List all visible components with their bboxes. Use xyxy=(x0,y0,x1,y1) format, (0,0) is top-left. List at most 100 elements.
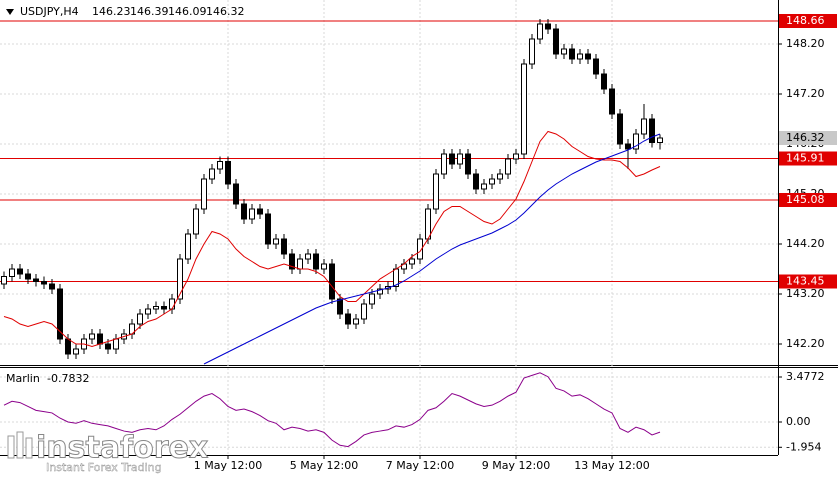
candle-body xyxy=(361,303,367,320)
candle-body xyxy=(225,161,231,185)
header-open: 146.23 xyxy=(92,5,131,18)
candle-body xyxy=(273,238,279,245)
candle-body xyxy=(593,58,599,75)
candle-body xyxy=(25,273,31,280)
watermark-name: instaforex xyxy=(36,431,208,466)
candle-body xyxy=(33,278,39,282)
x-tick-label: 1 May 12:00 xyxy=(194,459,262,472)
header-close: 146.32 xyxy=(206,5,245,18)
candle-body xyxy=(537,23,543,40)
candle-body xyxy=(489,178,495,185)
candle-body xyxy=(289,253,295,270)
candle-body xyxy=(233,183,239,205)
candle-body xyxy=(41,281,47,285)
candle-body xyxy=(417,238,423,260)
candle-body xyxy=(193,208,199,235)
level-label-box xyxy=(779,274,837,289)
candle-body xyxy=(513,153,519,160)
x-tick-label: 9 May 12:00 xyxy=(482,459,550,472)
indicator-value: -0.7832 xyxy=(47,372,89,385)
candle-body xyxy=(209,168,215,180)
candle-body xyxy=(633,133,639,150)
candle-body xyxy=(521,63,527,155)
level-label-box xyxy=(779,193,837,207)
collapse-arrow xyxy=(6,9,14,15)
y-tick-label: 0.00 xyxy=(786,415,811,428)
candle-body xyxy=(409,258,415,265)
candle-body xyxy=(161,306,167,310)
candle-body xyxy=(153,306,159,310)
level-label: 143.45 xyxy=(786,275,825,288)
x-tick-label: 7 May 12:00 xyxy=(386,459,454,472)
level-label: 148.66 xyxy=(786,14,825,27)
candle-body xyxy=(305,253,311,260)
x-tick-label: 5 May 12:00 xyxy=(290,459,358,472)
indicator-title: Marlin xyxy=(6,372,40,385)
candle-body xyxy=(97,333,103,345)
candle-body xyxy=(345,313,351,325)
candle-body xyxy=(137,313,143,325)
candle-body xyxy=(241,203,247,220)
y-tick-label: 144.20 xyxy=(786,237,825,250)
candle-body xyxy=(49,283,55,290)
candle-body xyxy=(497,173,503,180)
y-tick-label: 142.20 xyxy=(786,337,825,350)
candle-body xyxy=(609,88,615,115)
candle-body xyxy=(369,293,375,305)
candle-body xyxy=(657,137,663,143)
candle-body xyxy=(553,28,559,55)
y-tick-label: 3.4772 xyxy=(786,370,825,383)
moving-average xyxy=(203,133,661,365)
candle-body xyxy=(425,208,431,240)
candle-body xyxy=(465,153,471,175)
level-label-box xyxy=(779,14,837,28)
x-tick-label: 13 May 12:00 xyxy=(574,459,649,472)
symbol-title: USDJPY,H4 xyxy=(20,5,79,18)
y-tick-label: 148.20 xyxy=(786,37,825,50)
candle-body xyxy=(625,143,631,150)
candle-body xyxy=(105,343,111,350)
candle-body xyxy=(257,208,263,215)
candle-body xyxy=(329,263,335,300)
candle-body xyxy=(601,73,607,90)
candle-body xyxy=(169,298,175,310)
watermark-tagline: Instant Forex Trading xyxy=(46,461,162,474)
candle-body xyxy=(113,338,119,350)
candle-body xyxy=(617,113,623,145)
candle-body xyxy=(641,118,647,135)
candle-body xyxy=(185,233,191,260)
candle-body xyxy=(481,183,487,190)
candle-body xyxy=(457,153,463,165)
candle-body xyxy=(473,173,479,190)
level-label: 145.91 xyxy=(786,152,825,165)
candle-body xyxy=(265,213,271,245)
watermark: instaforex Instant Forex Trading xyxy=(7,430,209,474)
indicator-line xyxy=(3,372,661,448)
candle-body xyxy=(73,348,79,355)
candle-body xyxy=(569,48,575,60)
candle-body xyxy=(585,53,591,60)
candle-body xyxy=(17,268,23,275)
candle-body xyxy=(1,276,7,285)
current-price-label: 146.32 xyxy=(786,131,825,144)
candle-body xyxy=(649,118,655,143)
header-high: 146.39 xyxy=(130,5,169,18)
candle-body xyxy=(249,208,255,220)
candle-body xyxy=(377,288,383,295)
candle-body xyxy=(9,268,15,277)
logo-icon xyxy=(7,431,33,459)
candle-body xyxy=(281,238,287,255)
candle-body xyxy=(529,38,535,65)
candle-body xyxy=(313,253,319,270)
candle-body xyxy=(505,158,511,175)
candle-body xyxy=(57,288,63,340)
moving-average xyxy=(3,130,661,348)
candle-body xyxy=(65,338,71,355)
candle-body xyxy=(353,318,359,325)
candle-body xyxy=(201,178,207,210)
candle-body xyxy=(441,153,447,175)
candle-body xyxy=(321,263,327,270)
current-price-box xyxy=(779,131,837,145)
candle-body xyxy=(145,308,151,315)
